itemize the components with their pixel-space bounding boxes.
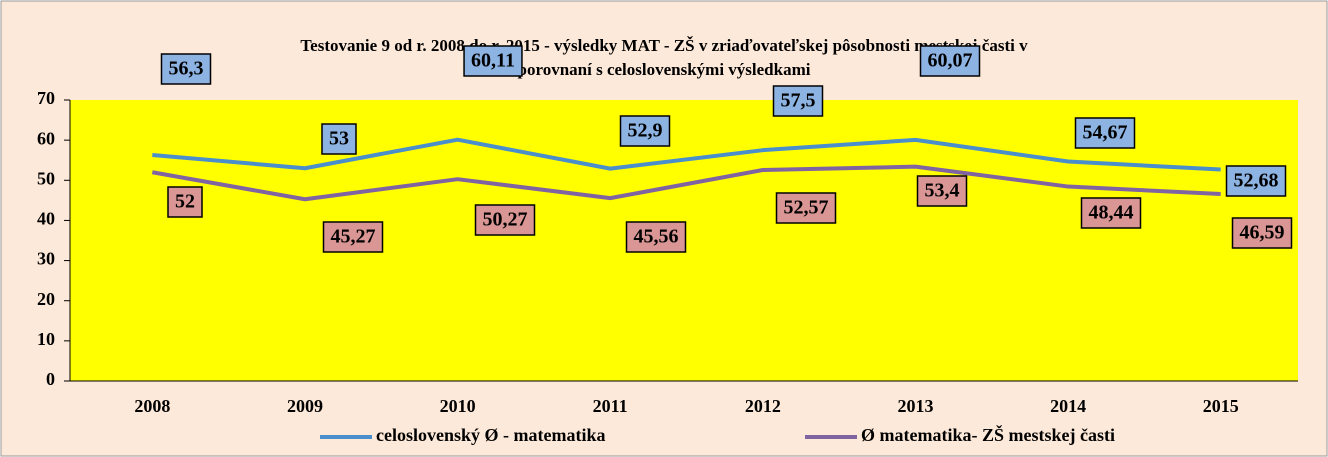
data-label-box bbox=[916, 175, 968, 207]
y-tick-label: 40 bbox=[37, 209, 55, 229]
x-tick-label: 2008 bbox=[134, 396, 170, 416]
data-label: 53 bbox=[329, 128, 349, 150]
y-tick-label: 50 bbox=[37, 168, 55, 188]
y-tick-label: 70 bbox=[37, 88, 55, 108]
data-label: 53,4 bbox=[925, 180, 960, 202]
x-tick-label: 2009 bbox=[287, 396, 323, 416]
data-label: 54,67 bbox=[1083, 122, 1128, 144]
data-label: 50,27 bbox=[483, 209, 528, 231]
y-tick-label: 60 bbox=[37, 128, 55, 148]
data-label-box bbox=[919, 45, 981, 77]
data-label-box bbox=[625, 221, 687, 253]
data-label-box bbox=[167, 186, 203, 218]
data-label: 52,68 bbox=[1234, 170, 1279, 192]
data-label-box bbox=[1231, 217, 1293, 249]
data-label-box bbox=[1074, 117, 1136, 149]
data-label-box bbox=[1225, 165, 1287, 197]
data-label: 45,56 bbox=[634, 226, 679, 248]
data-label: 48,44 bbox=[1089, 202, 1134, 224]
x-tick-label: 2013 bbox=[897, 396, 933, 416]
data-label: 45,27 bbox=[331, 226, 376, 248]
data-label-box bbox=[160, 53, 212, 85]
y-tick-label: 20 bbox=[37, 289, 55, 309]
legend-label: Ø matematika- ZŠ mestskej časti bbox=[861, 424, 1115, 445]
legend-label: celoslovenský Ø - matematika bbox=[376, 425, 605, 445]
data-label-box bbox=[619, 115, 671, 147]
data-label-box bbox=[474, 204, 536, 236]
x-tick-label: 2011 bbox=[593, 396, 628, 416]
data-label-box bbox=[463, 45, 523, 77]
x-tick-label: 2014 bbox=[1050, 396, 1086, 416]
y-tick-label: 10 bbox=[37, 329, 55, 349]
data-label: 52,57 bbox=[784, 197, 829, 219]
chart-title: Testovanie 9 od r. 2008 do r. 2015 - výs… bbox=[300, 36, 1028, 55]
chart-subtitle: porovnaní s celoslovenskými výsledkami bbox=[518, 60, 811, 79]
series-line bbox=[152, 137, 1221, 172]
data-label: 60,11 bbox=[471, 50, 515, 72]
data-label: 46,59 bbox=[1240, 222, 1285, 244]
data-label: 57,5 bbox=[781, 90, 816, 112]
y-tick-label: 0 bbox=[46, 369, 55, 389]
data-label: 60,07 bbox=[928, 50, 973, 72]
data-label: 52 bbox=[175, 191, 195, 213]
x-tick-label: 2010 bbox=[440, 396, 476, 416]
data-label: 52,9 bbox=[628, 120, 663, 142]
data-label-box bbox=[775, 192, 837, 224]
data-label-box bbox=[772, 85, 824, 117]
data-label-box bbox=[321, 123, 357, 155]
data-label-box bbox=[322, 221, 384, 253]
y-tick-label: 30 bbox=[37, 249, 55, 269]
data-label: 56,3 bbox=[169, 58, 204, 80]
series-line bbox=[151, 164, 1221, 202]
x-tick-label: 2012 bbox=[745, 396, 781, 416]
data-label-box bbox=[1080, 197, 1142, 229]
x-tick-label: 2015 bbox=[1203, 396, 1239, 416]
